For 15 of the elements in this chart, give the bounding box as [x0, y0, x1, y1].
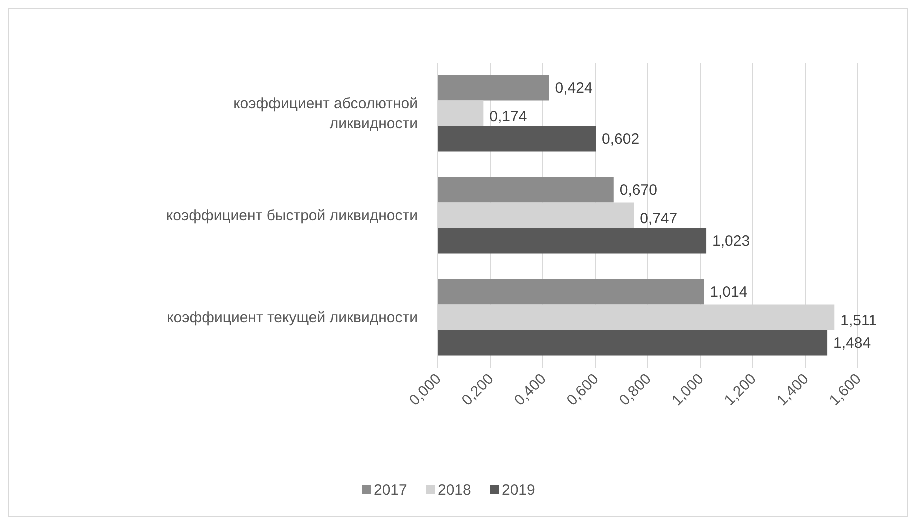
data-label: 0,424 [555, 80, 593, 97]
data-label: 1,023 [712, 233, 750, 250]
data-label: 0,670 [620, 182, 658, 199]
legend-label: 2019 [502, 482, 536, 499]
y-tick-label: коэффициент текущей ликвидности [167, 310, 418, 327]
data-label: 1,511 [840, 312, 878, 330]
data-label: 1,014 [710, 284, 748, 302]
data-label: 0,747 [640, 210, 678, 228]
legend-label: 2017 [374, 482, 408, 499]
data-label: 1,484 [834, 335, 872, 352]
legend-label: 2018 [438, 482, 472, 499]
data-label: 0,602 [602, 130, 640, 148]
y-tick-label: коэффициент абсолютной ликвидности [234, 95, 418, 132]
y-tick-label: коэффициент быстрой ликвидности [166, 208, 418, 224]
data-label: 0,174 [490, 108, 528, 126]
